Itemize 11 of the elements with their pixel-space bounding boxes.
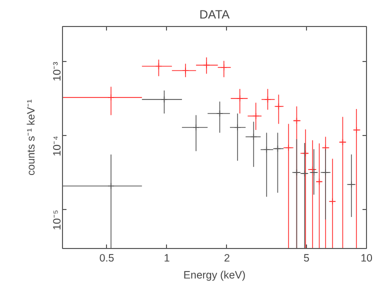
y-axis-title: counts s⁻¹ keV⁻¹ — [26, 98, 38, 176]
x-tick-label: 1 — [164, 252, 170, 264]
x-tick-label: 10 — [360, 252, 372, 264]
y-tick-label: 10⁻⁴ — [52, 135, 64, 156]
x-axis-title: Energy (keV) — [183, 270, 246, 282]
x-tick-label: 0.5 — [99, 252, 114, 264]
chart-title: DATA — [199, 8, 230, 22]
x-tick-label: 2 — [224, 252, 230, 264]
y-tick-label: 10⁻⁵ — [52, 210, 64, 230]
x-tick-label: 5 — [303, 252, 310, 264]
y-tick-label: 10⁻³ — [52, 61, 64, 82]
